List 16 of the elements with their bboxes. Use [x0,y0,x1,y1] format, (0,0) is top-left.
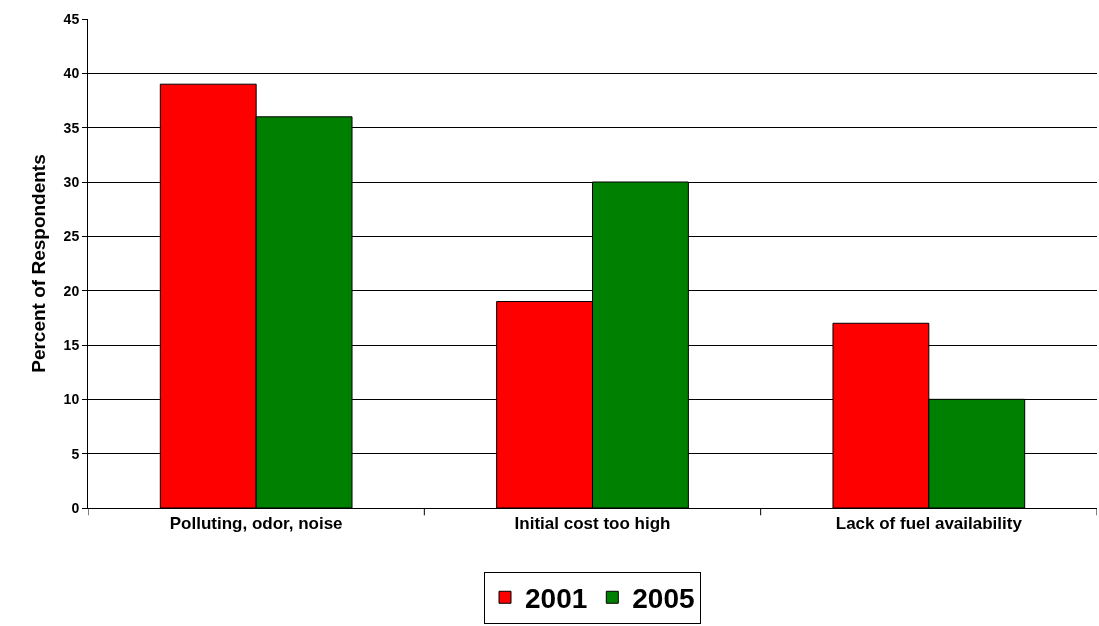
y-tick-label: 30 [63,173,80,190]
y-tick-label: 45 [63,10,80,27]
legend-label: 2001 [525,583,588,615]
y-tick-label: 35 [63,119,80,136]
x-tick-label: Initial cost too high [514,514,671,534]
y-tick-label: 15 [63,336,80,353]
y-tick-label: 25 [63,228,80,245]
y-axis-title: Percent of Respondents [28,154,50,373]
x-tick-label: Polluting, odor, noise [169,514,343,534]
y-tick-label: 20 [63,282,80,299]
legend-label: 2005 [632,583,695,615]
y-tick-label: 5 [71,445,80,462]
x-tick-label: Lack of fuel availability [835,514,1023,534]
y-tick-label: 10 [63,391,80,408]
y-tick-label: 0 [71,499,80,516]
y-tick-label: 40 [63,65,80,82]
